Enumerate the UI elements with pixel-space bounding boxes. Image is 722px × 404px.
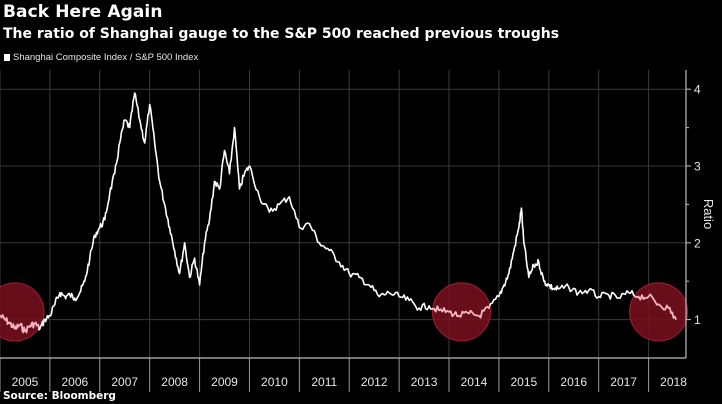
y-axis-title: Ratio [701, 199, 716, 229]
x-tick-label: 2013 [411, 375, 438, 389]
grid-lines [0, 70, 686, 358]
y-tick-label: 3 [694, 160, 701, 174]
legend-label: Shanghai Composite Index / S&P 500 Index [13, 52, 199, 63]
x-tick-label: 2014 [461, 375, 488, 389]
y-tick-label: 1 [694, 313, 701, 327]
x-tick-label: 2018 [660, 375, 687, 389]
x-tick-label: 2017 [610, 375, 637, 389]
axes [0, 70, 691, 359]
legend: Shanghai Composite Index / S&P 500 Index [4, 52, 198, 63]
highlight-circle [629, 282, 689, 342]
x-axis-separators [0, 358, 650, 392]
x-tick-label: 2007 [111, 375, 138, 389]
chart-subtitle: The ratio of Shanghai gauge to the S&P 5… [3, 26, 560, 42]
legend-swatch [4, 54, 10, 61]
highlight-circle [0, 282, 45, 342]
series-line-layer [0, 92, 677, 334]
y-tick-label: 2 [694, 236, 701, 250]
series-line-highlighted [0, 282, 677, 334]
y-tick-label: 4 [694, 83, 701, 97]
chart-title: Back Here Again [3, 2, 163, 22]
x-tick-label: 2015 [511, 375, 538, 389]
x-tick-label: 2010 [261, 375, 288, 389]
x-tick-label: 2011 [311, 375, 337, 389]
x-tick-label: 2005 [12, 375, 39, 389]
x-tick-label: 2012 [361, 375, 388, 389]
source-note: Source: Bloomberg [3, 390, 116, 402]
x-tick-label: 2006 [61, 375, 88, 389]
series-line [0, 92, 677, 334]
x-tick-label: 2009 [211, 375, 238, 389]
x-tick-label: 2008 [161, 375, 188, 389]
x-tick-label: 2016 [560, 375, 587, 389]
y-tick-labels: 1 2 3 4 [694, 83, 701, 327]
x-tick-labels: 2005 2006 2007 2008 2009 2010 2011 2012 2013 2014… [12, 375, 688, 389]
